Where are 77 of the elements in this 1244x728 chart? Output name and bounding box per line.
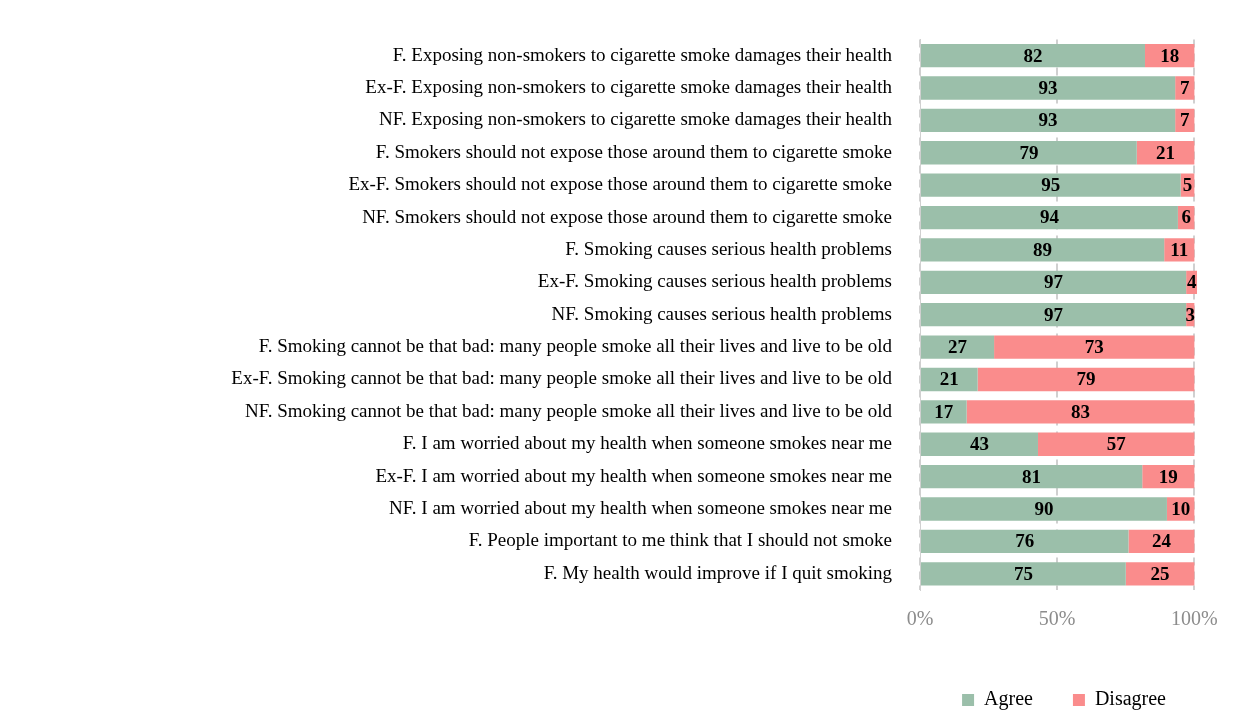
data-label: 57 bbox=[1106, 433, 1127, 455]
bar bbox=[966, 400, 1195, 424]
bar bbox=[921, 43, 1145, 68]
x-tick-label: 0% bbox=[906, 607, 934, 630]
data-label: 81 bbox=[1022, 465, 1042, 487]
bar bbox=[921, 76, 1176, 100]
data-label: 73 bbox=[1084, 335, 1104, 357]
data-label: 21 bbox=[939, 368, 959, 390]
y-tick-label: NF. Smokers should not expose those around them to cigarette smoke bbox=[362, 205, 892, 227]
data-label: 95 bbox=[1041, 174, 1061, 196]
bar bbox=[921, 400, 967, 424]
data-label: 76 bbox=[1015, 530, 1035, 552]
data-label: 27 bbox=[948, 335, 968, 357]
legend-label: Agree bbox=[984, 687, 1034, 711]
bar bbox=[921, 432, 1038, 456]
bar bbox=[977, 367, 1195, 392]
y-tick-label: F. People important to me think that I should not smoke bbox=[468, 529, 892, 551]
bar bbox=[921, 141, 1137, 165]
data-label: 97 bbox=[1044, 303, 1064, 325]
data-label: 19 bbox=[1158, 465, 1178, 487]
bar bbox=[921, 335, 995, 359]
bar bbox=[994, 335, 1195, 359]
y-tick-label: F. My health would improve if I quit smoking bbox=[543, 561, 893, 583]
data-label: 4 bbox=[1186, 271, 1197, 293]
data-label: 79 bbox=[1076, 368, 1096, 390]
data-label: 11 bbox=[1170, 238, 1189, 260]
y-tick-label: NF. Smoking causes serious health problems bbox=[551, 302, 892, 324]
bar bbox=[1175, 76, 1195, 100]
bar bbox=[921, 205, 1178, 230]
y-tick-label: F. I am worried about my health when someone smokes near me bbox=[402, 432, 892, 454]
data-label: 93 bbox=[1038, 76, 1058, 98]
data-label: 89 bbox=[1033, 238, 1053, 260]
bar bbox=[921, 108, 1176, 133]
data-label: 6 bbox=[1181, 206, 1191, 228]
y-tick-label: F. Smokers should not expose those around them to cigarette smoke bbox=[375, 140, 892, 162]
bar bbox=[921, 562, 1126, 586]
bar bbox=[921, 270, 1187, 294]
data-label: 82 bbox=[1023, 44, 1043, 66]
data-label: 83 bbox=[1071, 400, 1091, 422]
bar bbox=[921, 173, 1181, 197]
legend-label: Disagree bbox=[1094, 687, 1167, 711]
data-label: 79 bbox=[1019, 141, 1039, 163]
data-label: 43 bbox=[969, 433, 989, 455]
y-tick-label: Ex-F. Smokers should not expose those around them to cigarette smoke bbox=[348, 173, 892, 195]
bar bbox=[921, 464, 1143, 489]
data-label: 17 bbox=[934, 400, 954, 422]
y-tick-label: NF. Exposing non-smokers to cigarette smoke damages their health bbox=[379, 108, 893, 130]
data-label: 3 bbox=[1185, 303, 1196, 325]
data-label: 18 bbox=[1160, 44, 1180, 66]
y-tick-label: Ex-F. Smoking cannot be that bad: many people smoke all their lives and live to be old bbox=[231, 367, 893, 389]
data-label: 7 bbox=[1180, 76, 1191, 98]
data-label: 93 bbox=[1038, 109, 1058, 131]
y-tick-label: Ex-F. Exposing non-smokers to cigarette smoke damages their health bbox=[365, 75, 893, 97]
data-label: 90 bbox=[1034, 497, 1054, 519]
data-label: 75 bbox=[1013, 562, 1033, 584]
y-tick-label: F. Smoking cannot be that bad: many people smoke all their lives and live to be old bbox=[258, 335, 893, 357]
y-tick-label: Ex-F. I am worried about my health when someone smokes near me bbox=[375, 464, 892, 486]
x-tick-label: 100% bbox=[1171, 607, 1218, 630]
data-label: 94 bbox=[1039, 206, 1060, 228]
bar bbox=[1037, 432, 1195, 456]
data-label: 5 bbox=[1182, 174, 1193, 196]
y-tick-label: NF. Smoking cannot be that bad: many people smoke all their lives and live to be old bbox=[245, 399, 893, 421]
data-label: 21 bbox=[1156, 141, 1176, 163]
bar bbox=[921, 303, 1187, 327]
y-tick-label: NF. I am worried about my health when someone smokes near me bbox=[389, 497, 892, 519]
data-label: 24 bbox=[1151, 530, 1172, 552]
bar bbox=[921, 529, 1129, 554]
data-label: 97 bbox=[1044, 271, 1064, 293]
y-tick-label: F. Exposing non-smokers to cigarette smoke damages their health bbox=[392, 43, 893, 65]
data-label: 25 bbox=[1150, 562, 1170, 584]
y-tick-label: F. Smoking causes serious health problems bbox=[565, 237, 892, 259]
y-tick-label: Ex-F. Smoking causes serious health problems bbox=[537, 270, 892, 292]
bar bbox=[921, 238, 1165, 262]
bar bbox=[921, 497, 1167, 521]
data-label: 10 bbox=[1171, 497, 1191, 519]
data-label: 7 bbox=[1180, 109, 1191, 131]
x-tick-label: 50% bbox=[1038, 607, 1076, 630]
